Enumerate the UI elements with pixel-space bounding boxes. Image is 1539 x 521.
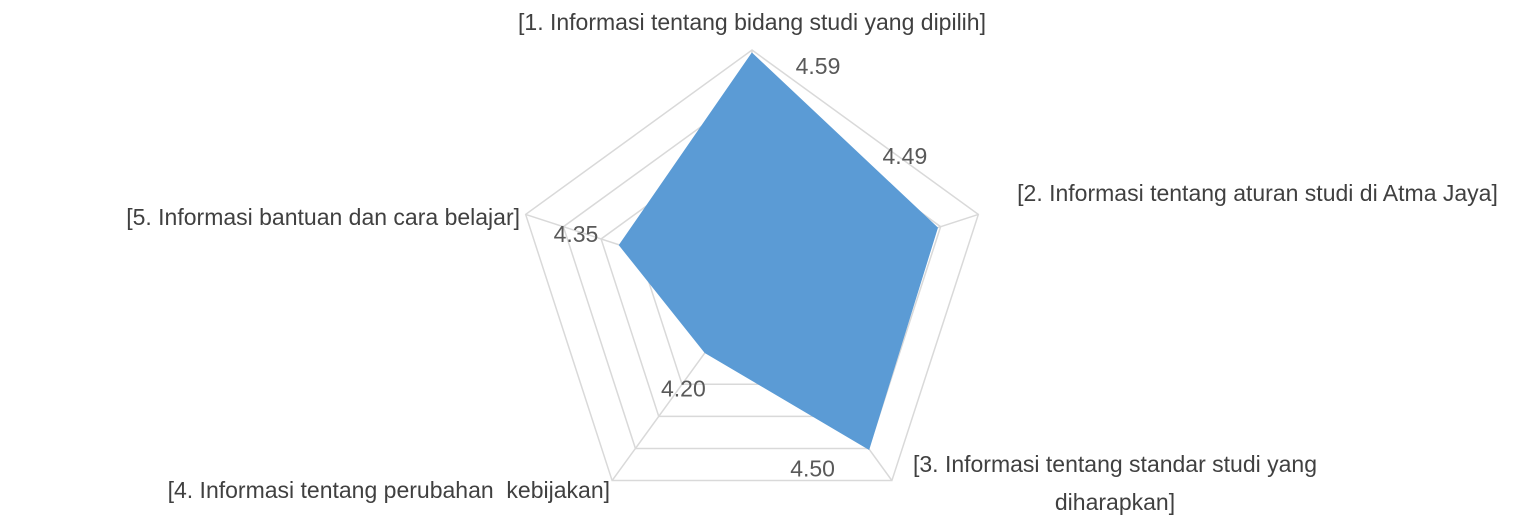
category-label: [3. Informasi tentang standar studi yang… [912,451,1318,515]
grid-ring [524,49,980,482]
category-label: [1. Informasi tentang bidang studi yang … [518,9,986,35]
category-label: [2. Informasi tentang aturan studi di At… [1017,180,1498,206]
data-label: 4.35 [554,221,599,247]
data-label: 4.59 [796,53,841,79]
data-label: 4.49 [882,143,927,169]
data-area [618,52,938,450]
data-label: 4.20 [661,375,706,401]
category-label: [4. Informasi tentang perubahan kebijaka… [167,477,610,503]
data-label: 4.50 [790,456,835,482]
category-label: [5. Informasi bantuan dan cara belajar] [126,204,520,230]
